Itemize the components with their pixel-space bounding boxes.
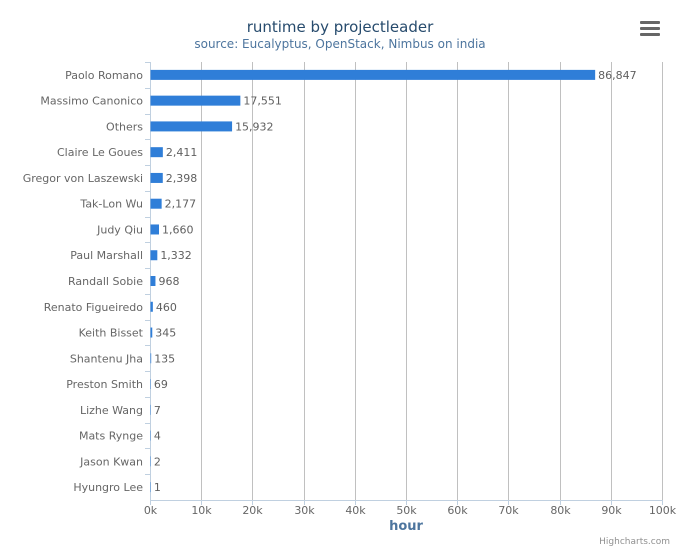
x-tick-label: 50k <box>396 504 417 517</box>
data-label: 2,177 <box>165 198 197 211</box>
bar <box>151 173 163 183</box>
category-label: Shantenu Jha <box>70 352 143 365</box>
category-label: Paolo Romano <box>65 69 143 82</box>
category-label: Massimo Canonico <box>40 95 143 108</box>
category-label: Claire Le Goues <box>57 146 143 159</box>
data-label: 15,932 <box>235 120 274 133</box>
bar <box>151 250 158 260</box>
data-label: 135 <box>154 352 175 365</box>
bar <box>151 302 153 312</box>
bar <box>151 70 596 80</box>
data-label: 86,847 <box>598 69 637 82</box>
data-label: 460 <box>156 301 177 314</box>
bars <box>151 70 596 492</box>
bar <box>151 147 163 157</box>
bar <box>151 276 156 286</box>
data-labels: 86,847 17,551 15,932 2,411 2,398 2,177 1,660 1,… <box>154 69 637 494</box>
x-tick-label: 80k <box>550 504 571 517</box>
data-label: 69 <box>154 378 168 391</box>
x-tick-label: 60k <box>447 504 468 517</box>
category-label: Gregor von Laszewski <box>23 172 143 185</box>
bar <box>151 328 153 338</box>
bar <box>151 121 233 131</box>
data-label: 2 <box>154 455 161 468</box>
bar <box>151 353 152 363</box>
category-label: Randall Sobie <box>68 275 143 288</box>
bar <box>151 224 159 234</box>
chart-subtitle: source: Eucalyptus, OpenStack, Nimbus on… <box>194 37 485 51</box>
data-label: 1 <box>154 481 161 494</box>
menu-icon-bar <box>640 33 660 36</box>
x-axis-title: hour <box>389 519 423 534</box>
x-tick-label: 0k <box>144 504 158 517</box>
category-label: Renato Figueiredo <box>44 301 144 314</box>
data-label: 1,660 <box>162 223 194 236</box>
data-label: 7 <box>154 404 161 417</box>
credits-link[interactable]: Highcharts.com <box>599 537 670 547</box>
bar <box>151 199 162 209</box>
x-axis-tick-labels: 0k 10k 20k 30k 40k 50k 60k 70k 80k 90k 100k <box>144 504 677 517</box>
x-tick-label: 100k <box>649 504 677 517</box>
category-label: Others <box>106 120 143 133</box>
chart-title: runtime by projectleader <box>247 18 434 36</box>
data-label: 4 <box>154 430 161 443</box>
data-label: 2,411 <box>166 146 198 159</box>
x-tick-label: 20k <box>242 504 263 517</box>
data-label: 1,332 <box>160 249 192 262</box>
menu-icon[interactable] <box>638 18 662 40</box>
data-label: 968 <box>158 275 179 288</box>
category-label: Paul Marshall <box>70 249 143 262</box>
category-label: Judy Qiu <box>96 223 143 236</box>
category-label: Mats Rynge <box>79 430 143 443</box>
category-label: Keith Bisset <box>79 327 144 340</box>
x-tick-label: 70k <box>498 504 519 517</box>
data-label: 345 <box>155 327 176 340</box>
category-label: Hyungro Lee <box>73 481 143 494</box>
category-label: Preston Smith <box>66 378 143 391</box>
category-label: Tak-Lon Wu <box>79 198 143 211</box>
x-tick-label: 30k <box>294 504 315 517</box>
menu-icon-bar <box>640 27 660 30</box>
x-tick-label: 40k <box>345 504 366 517</box>
category-labels: Paolo Romano Massimo Canonico Others Claire… <box>23 69 144 494</box>
x-tick-label: 10k <box>191 504 212 517</box>
category-label: Lizhe Wang <box>80 404 143 417</box>
x-tick-label: 90k <box>601 504 622 517</box>
bar <box>151 96 241 106</box>
category-label: Jason Kwan <box>79 455 143 468</box>
menu-icon-bar <box>640 21 660 24</box>
data-label: 17,551 <box>243 95 282 108</box>
data-label: 2,398 <box>166 172 198 185</box>
